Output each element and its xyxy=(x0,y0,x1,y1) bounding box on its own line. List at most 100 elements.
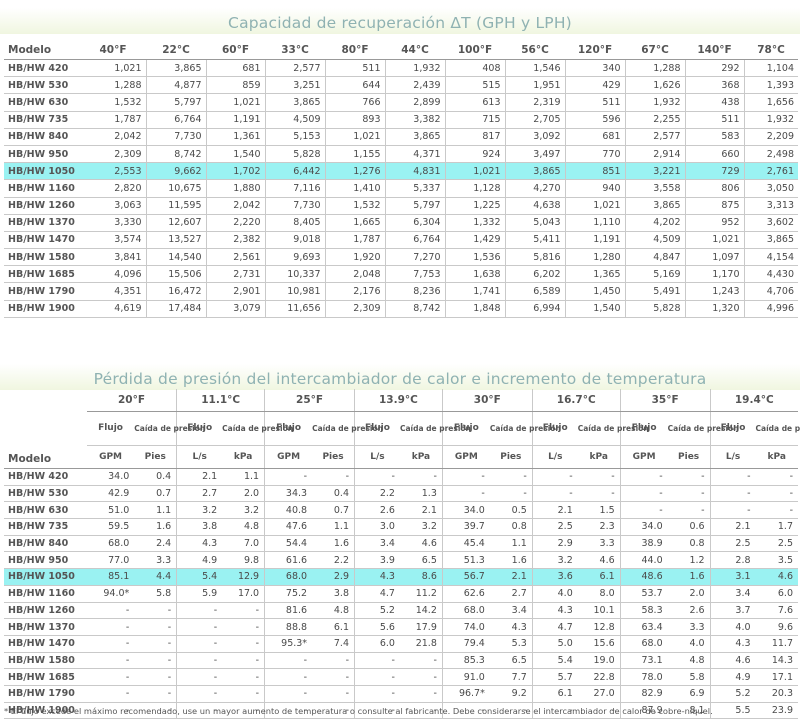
table-cell: 766 xyxy=(325,93,386,112)
table-cell: 1,702 xyxy=(206,162,266,181)
temperature-header: 13.9°C xyxy=(354,389,443,412)
table-cell: 875 xyxy=(685,197,745,215)
model-cell: HB/HW 1685 xyxy=(4,265,80,284)
table-cell: 17.9 xyxy=(399,618,443,636)
table-cell: 1,626 xyxy=(625,76,686,95)
table-cell: 4.7 xyxy=(354,585,400,603)
table-cell: - xyxy=(264,668,313,686)
table-cell: 924 xyxy=(445,145,506,164)
table-cell: 1,393 xyxy=(744,76,798,95)
table-cell: 1.2 xyxy=(667,551,711,570)
model-cell: HB/HW 950 xyxy=(4,145,80,164)
table-cell: 62.6 xyxy=(442,585,490,603)
table-row: HB/HW 1790- - - - - - - -96.7* 9.2 6.1 27.0 82.9 6.9… xyxy=(4,685,798,703)
table-cell: - xyxy=(222,702,266,720)
table-row: HB/HW 735 1,787 6,764 1,191 4,509 893 3,382 715… xyxy=(4,111,798,129)
table-cell: - xyxy=(176,635,223,653)
table-cell: 613 xyxy=(445,93,506,112)
sub-header: Caída de presión xyxy=(755,411,800,446)
table-cell: 1,021 xyxy=(565,197,626,215)
model-cell: HB/HW 1370 xyxy=(4,618,87,636)
table-cell: 47.6 xyxy=(264,518,313,536)
table-cell: 3.2 xyxy=(176,501,223,520)
table-cell: - xyxy=(755,501,798,520)
model-cell: HB/HW 1790 xyxy=(4,282,80,301)
table-cell: - xyxy=(134,618,178,636)
table-cell: 3,574 xyxy=(80,231,147,250)
table-cell: 1,429 xyxy=(445,231,506,250)
table-cell: 3,865 xyxy=(744,231,798,250)
table-row: HB/HW 1260 3,063 11,595 2,042 7,730 1,532 5,79… xyxy=(4,197,798,215)
table-cell: 1,332 xyxy=(445,214,506,232)
table-cell: 9.6 xyxy=(755,618,798,636)
model-cell: HB/HW 1470 xyxy=(4,635,87,653)
table-cell: 2,553 xyxy=(80,162,147,181)
table-cell: 4.3 xyxy=(532,602,578,620)
table-cell: - xyxy=(399,702,443,720)
unit-header: GPM xyxy=(442,445,490,469)
table-cell: 10,981 xyxy=(265,282,326,301)
table-cell: 2.0 xyxy=(222,485,266,503)
model-cell: HB/HW 1685 xyxy=(4,668,87,686)
table-cell: 5,828 xyxy=(265,145,326,164)
table-cell: 3,865 xyxy=(265,93,326,112)
table-cell: 5,043 xyxy=(505,214,566,232)
table-row: HB/HW 420 34.0 0.4 2.1 1.1- - - - - - - - - - - - xyxy=(4,468,798,486)
unit-header: kPa xyxy=(755,445,798,469)
table-cell: 1,880 xyxy=(206,179,266,198)
sub-header: Flujo xyxy=(442,411,490,446)
table-cell: 3,841 xyxy=(80,248,147,267)
table-cell: 4.6 xyxy=(710,652,756,670)
table-cell: 11,656 xyxy=(265,300,326,318)
table-cell: 2,042 xyxy=(80,128,147,146)
table-cell: - xyxy=(176,652,223,670)
table-cell: 2,255 xyxy=(625,111,686,129)
table-cell: 3.8 xyxy=(176,518,223,536)
table-cell: 5.7 xyxy=(532,668,578,686)
table-cell: 9.2 xyxy=(489,685,533,703)
table-cell: 2,319 xyxy=(505,93,566,112)
table-cell: 2.1 xyxy=(489,568,533,586)
table-cell: 5,816 xyxy=(505,248,566,267)
table-cell: - xyxy=(442,702,490,720)
table-cell: 2.7 xyxy=(176,485,223,503)
table-cell: 1,021 xyxy=(206,93,266,112)
table-cell: 1,191 xyxy=(565,231,626,250)
temperature-header: 16.7°C xyxy=(532,389,621,412)
table-cell: 6,442 xyxy=(265,162,326,181)
table-cell: - xyxy=(86,702,135,720)
table-cell: 96.7* xyxy=(442,685,490,703)
table-cell: - xyxy=(620,485,668,503)
table-cell: 3,382 xyxy=(385,111,446,129)
table-cell: 3.3 xyxy=(577,535,621,553)
table-cell: 78.0 xyxy=(620,668,668,686)
model-cell: HB/HW 1580 xyxy=(4,652,87,670)
table-cell: 1,243 xyxy=(685,282,745,301)
table-cell: 17.0 xyxy=(222,585,266,603)
table-cell: 0.8 xyxy=(667,535,711,553)
sub-header: Flujo xyxy=(354,411,400,446)
table-cell: 9,018 xyxy=(265,231,326,250)
unit-header: Pies xyxy=(489,445,533,469)
table-cell: - xyxy=(399,468,443,486)
table-cell: 4,351 xyxy=(80,282,147,301)
column-header: 22°C xyxy=(146,41,206,60)
table-cell: 0.7 xyxy=(134,485,178,503)
table-cell: 7.0 xyxy=(222,535,266,553)
table-row: HB/HW 1050 85.1 4.4 5.4 12.9 68.0 2.9 4.3 8.6 56.… xyxy=(4,568,798,586)
table-cell: 2.5 xyxy=(532,518,578,536)
model-cell: HB/HW 1370 xyxy=(4,214,80,232)
table-cell: 715 xyxy=(445,111,506,129)
table-row: HB/HW 950 2,309 8,742 1,540 5,828 1,155 4,371 9… xyxy=(4,145,798,164)
unit-header: L/s xyxy=(532,445,578,469)
table-cell: - xyxy=(312,685,356,703)
unit-header: Pies xyxy=(134,445,178,469)
table-cell: 7,753 xyxy=(385,265,446,284)
table-cell: 408 xyxy=(445,59,506,78)
table-cell: 7.4 xyxy=(312,635,356,653)
table-cell: 596 xyxy=(565,111,626,129)
table-cell: 1.5 xyxy=(577,501,621,520)
pressure-table: Modelo 20°F 11.1°C 25°F 13.9°C 30°F 16.7°C 35°F… xyxy=(4,389,800,720)
table-cell: - xyxy=(489,485,533,503)
pressure-temp-row: Modelo 20°F 11.1°C 25°F 13.9°C 30°F 16.7°C 35°F… xyxy=(4,389,798,469)
